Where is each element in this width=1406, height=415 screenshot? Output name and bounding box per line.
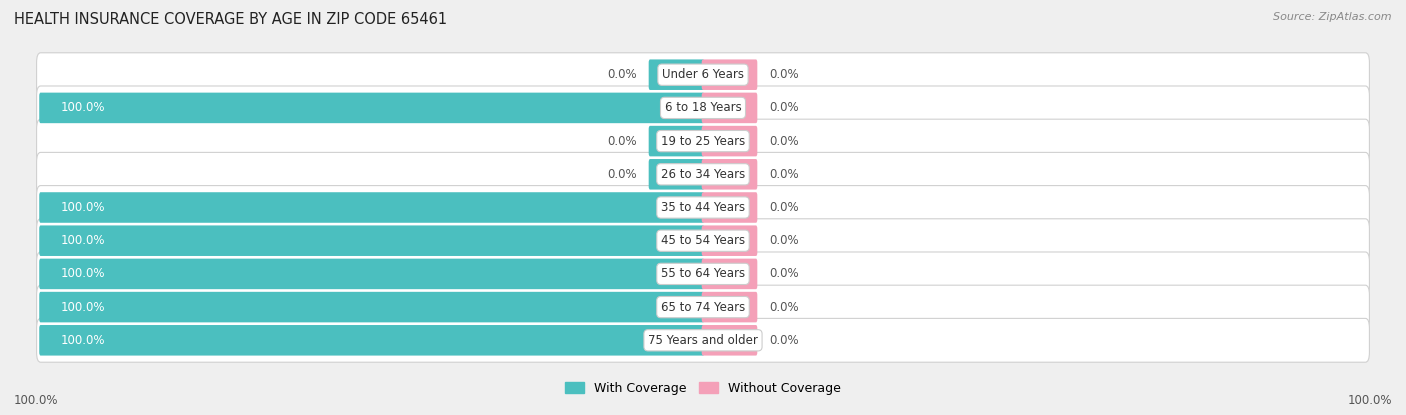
FancyBboxPatch shape xyxy=(37,318,1369,362)
FancyBboxPatch shape xyxy=(702,259,758,289)
FancyBboxPatch shape xyxy=(702,225,758,256)
FancyBboxPatch shape xyxy=(39,325,704,356)
Text: 35 to 44 Years: 35 to 44 Years xyxy=(661,201,745,214)
FancyBboxPatch shape xyxy=(648,59,704,90)
Text: 0.0%: 0.0% xyxy=(769,101,799,115)
FancyBboxPatch shape xyxy=(648,159,704,190)
Text: 0.0%: 0.0% xyxy=(769,234,799,247)
Text: 0.0%: 0.0% xyxy=(769,201,799,214)
Text: 100.0%: 100.0% xyxy=(60,101,105,115)
FancyBboxPatch shape xyxy=(37,252,1369,296)
FancyBboxPatch shape xyxy=(37,186,1369,229)
Text: 0.0%: 0.0% xyxy=(607,134,637,148)
Legend: With Coverage, Without Coverage: With Coverage, Without Coverage xyxy=(561,377,845,400)
FancyBboxPatch shape xyxy=(37,219,1369,263)
Text: 100.0%: 100.0% xyxy=(60,267,105,281)
Text: 0.0%: 0.0% xyxy=(607,168,637,181)
Text: Source: ZipAtlas.com: Source: ZipAtlas.com xyxy=(1274,12,1392,22)
Text: 100.0%: 100.0% xyxy=(60,201,105,214)
Text: HEALTH INSURANCE COVERAGE BY AGE IN ZIP CODE 65461: HEALTH INSURANCE COVERAGE BY AGE IN ZIP … xyxy=(14,12,447,27)
FancyBboxPatch shape xyxy=(648,126,704,156)
Text: 0.0%: 0.0% xyxy=(769,267,799,281)
Text: 6 to 18 Years: 6 to 18 Years xyxy=(665,101,741,115)
FancyBboxPatch shape xyxy=(702,192,758,223)
Text: 0.0%: 0.0% xyxy=(769,68,799,81)
Text: 0.0%: 0.0% xyxy=(769,168,799,181)
FancyBboxPatch shape xyxy=(702,159,758,190)
FancyBboxPatch shape xyxy=(702,292,758,322)
Text: 100.0%: 100.0% xyxy=(60,300,105,314)
FancyBboxPatch shape xyxy=(37,86,1369,130)
Text: 100.0%: 100.0% xyxy=(1347,394,1392,407)
Text: 75 Years and older: 75 Years and older xyxy=(648,334,758,347)
FancyBboxPatch shape xyxy=(37,53,1369,97)
FancyBboxPatch shape xyxy=(37,152,1369,196)
FancyBboxPatch shape xyxy=(39,225,704,256)
Text: Under 6 Years: Under 6 Years xyxy=(662,68,744,81)
Text: 0.0%: 0.0% xyxy=(769,134,799,148)
FancyBboxPatch shape xyxy=(702,59,758,90)
Text: 55 to 64 Years: 55 to 64 Years xyxy=(661,267,745,281)
FancyBboxPatch shape xyxy=(39,259,704,289)
FancyBboxPatch shape xyxy=(37,119,1369,163)
Text: 100.0%: 100.0% xyxy=(14,394,59,407)
FancyBboxPatch shape xyxy=(702,126,758,156)
Text: 26 to 34 Years: 26 to 34 Years xyxy=(661,168,745,181)
FancyBboxPatch shape xyxy=(37,285,1369,329)
Text: 100.0%: 100.0% xyxy=(60,234,105,247)
Text: 65 to 74 Years: 65 to 74 Years xyxy=(661,300,745,314)
Text: 0.0%: 0.0% xyxy=(607,68,637,81)
Text: 0.0%: 0.0% xyxy=(769,334,799,347)
FancyBboxPatch shape xyxy=(702,325,758,356)
FancyBboxPatch shape xyxy=(39,292,704,322)
Text: 45 to 54 Years: 45 to 54 Years xyxy=(661,234,745,247)
FancyBboxPatch shape xyxy=(39,93,704,123)
Text: 19 to 25 Years: 19 to 25 Years xyxy=(661,134,745,148)
Text: 0.0%: 0.0% xyxy=(769,300,799,314)
FancyBboxPatch shape xyxy=(702,93,758,123)
Text: 100.0%: 100.0% xyxy=(60,334,105,347)
FancyBboxPatch shape xyxy=(39,192,704,223)
